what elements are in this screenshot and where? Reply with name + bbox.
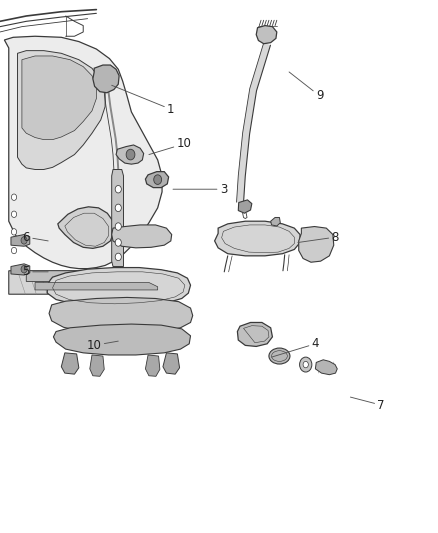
- Polygon shape: [11, 264, 30, 275]
- Polygon shape: [116, 145, 144, 164]
- Circle shape: [115, 223, 121, 230]
- Polygon shape: [145, 172, 169, 188]
- Circle shape: [11, 229, 17, 235]
- Polygon shape: [90, 355, 104, 376]
- Polygon shape: [47, 268, 191, 306]
- Text: 8: 8: [298, 231, 339, 244]
- Circle shape: [300, 357, 312, 372]
- Text: 5: 5: [23, 265, 48, 278]
- Polygon shape: [18, 51, 105, 169]
- Circle shape: [126, 149, 135, 160]
- Circle shape: [21, 265, 27, 273]
- Polygon shape: [26, 271, 166, 281]
- Polygon shape: [22, 56, 96, 140]
- Circle shape: [115, 253, 121, 261]
- Text: 7: 7: [350, 397, 385, 411]
- Polygon shape: [112, 225, 172, 248]
- Polygon shape: [299, 227, 334, 262]
- Polygon shape: [271, 217, 280, 226]
- Polygon shape: [9, 271, 184, 294]
- Polygon shape: [93, 65, 119, 93]
- Polygon shape: [61, 353, 79, 374]
- Ellipse shape: [269, 348, 290, 364]
- Circle shape: [115, 239, 121, 246]
- Circle shape: [21, 237, 27, 244]
- Polygon shape: [215, 221, 300, 256]
- Text: 1: 1: [112, 85, 175, 116]
- Circle shape: [11, 194, 17, 200]
- Polygon shape: [145, 355, 160, 376]
- Polygon shape: [237, 42, 270, 203]
- Polygon shape: [4, 36, 162, 269]
- Text: 3: 3: [173, 183, 227, 196]
- Polygon shape: [58, 207, 114, 248]
- Polygon shape: [35, 282, 158, 290]
- Circle shape: [115, 185, 121, 193]
- Circle shape: [303, 361, 308, 368]
- Polygon shape: [256, 26, 277, 44]
- Text: 10: 10: [87, 339, 118, 352]
- Circle shape: [11, 247, 17, 254]
- Polygon shape: [112, 169, 124, 266]
- Circle shape: [115, 204, 121, 212]
- Polygon shape: [11, 235, 30, 246]
- Polygon shape: [237, 322, 272, 346]
- Polygon shape: [53, 324, 191, 355]
- Text: 6: 6: [22, 231, 48, 244]
- Polygon shape: [163, 353, 180, 374]
- Circle shape: [11, 211, 17, 217]
- Circle shape: [154, 175, 162, 184]
- Polygon shape: [315, 360, 337, 375]
- Polygon shape: [238, 200, 252, 213]
- Text: 4: 4: [272, 337, 319, 357]
- Text: 9: 9: [289, 72, 324, 102]
- Polygon shape: [49, 297, 193, 334]
- Text: 10: 10: [149, 138, 191, 155]
